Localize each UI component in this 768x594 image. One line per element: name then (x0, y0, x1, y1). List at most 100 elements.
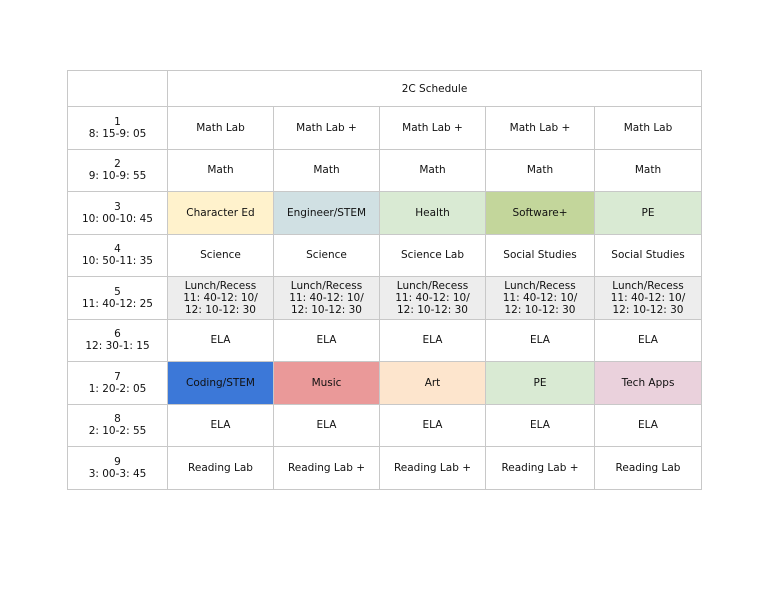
period-cell: 5 11: 40-12: 25 (67, 276, 168, 320)
cell-line: Lunch/Recess (612, 279, 684, 292)
period-number: 9 (114, 455, 121, 468)
period-cell: 9 3: 00-3: 45 (67, 446, 168, 490)
class-cell: Reading Lab + (485, 446, 595, 490)
class-label: ELA (638, 419, 658, 432)
period-time: 10: 00-10: 45 (82, 212, 153, 225)
cell-line: 11: 40-12: 10/ (610, 291, 686, 304)
class-label: ELA (210, 334, 231, 347)
class-label: Reading Lab (615, 461, 681, 474)
lunch-cell: Lunch/Recess 11: 40-12: 10/12: 10-12: 30 (594, 276, 702, 320)
period-cell: 1 8: 15-9: 05 (67, 106, 168, 150)
class-cell: ELA (273, 403, 380, 447)
schedule-row: 8 2: 10-2: 55 ELA ELA ELA ELA ELA (67, 403, 702, 447)
class-label: Math Lab + (296, 121, 357, 134)
schedule-title: 2C Schedule (167, 70, 702, 107)
class-cell: Math Lab (167, 106, 274, 150)
class-label: Reading Lab + (393, 461, 472, 474)
class-cell: Tech Apps (594, 361, 702, 405)
schedule-body: 2C Schedule 1 8: 15-9: 05 Math Lab Math Lab… (67, 70, 702, 490)
period-time: 10: 50-11: 35 (82, 255, 153, 268)
period-cell: 7 1: 20-2: 05 (67, 361, 168, 405)
schedule-row: 6 12: 30-1: 15 ELA ELA ELA ELA ELA (67, 318, 702, 362)
class-label: Health (415, 206, 450, 219)
schedule-row: 2 9: 10-9: 55 Math Math Math Math Math (67, 148, 702, 192)
schedule-row: 9 3: 00-3: 45 Reading Lab Reading Lab + Read… (67, 446, 702, 490)
class-label: Math (419, 164, 446, 177)
class-cell: Reading Lab (594, 446, 702, 490)
lunch-cell: Lunch/Recess 11: 40-12: 10/12: 10-12: 30 (273, 276, 380, 320)
class-label: Coding/STEM (186, 376, 255, 389)
period-time: 2: 10-2: 55 (88, 425, 147, 438)
period-number: 6 (114, 328, 121, 341)
class-cell: Character Ed (167, 191, 274, 235)
class-label: Engineer/STEM (286, 206, 367, 219)
cell-line: 12: 10-12: 30 (397, 303, 468, 316)
class-label: Math (313, 164, 340, 177)
class-cell: Math (485, 148, 595, 192)
cell-line: 11: 40-12: 10/ (289, 291, 364, 304)
cell-line: Lunch/Recess (290, 279, 363, 292)
class-cell: Reading Lab (167, 446, 274, 490)
period-time: 1: 20-2: 05 (88, 382, 147, 395)
period-number: 4 (114, 243, 121, 256)
class-cell: ELA (594, 403, 702, 447)
class-label: Math (634, 164, 662, 177)
period-number: 7 (114, 370, 121, 383)
class-cell: Reading Lab + (273, 446, 380, 490)
period-time: 11: 40-12: 25 (82, 297, 153, 310)
cell-line: 11: 40-12: 10/ (502, 291, 578, 304)
period-time: 9: 10-9: 55 (88, 170, 147, 183)
class-cell: Math Lab + (379, 106, 486, 150)
class-cell: Math (167, 148, 274, 192)
cell-line: 11: 40-12: 10/ (395, 291, 470, 304)
class-cell: Math Lab + (485, 106, 595, 150)
class-label: Art (424, 376, 441, 389)
class-label: Science (306, 249, 347, 262)
lunch-cell: Lunch/Recess 11: 40-12: 10/12: 10-12: 30 (167, 276, 274, 320)
period-time: 3: 00-3: 45 (88, 467, 147, 480)
class-label: PE (641, 206, 655, 219)
class-label: ELA (530, 334, 550, 347)
period-number: 1 (114, 115, 121, 128)
class-cell: PE (594, 191, 702, 235)
class-cell: ELA (167, 318, 274, 362)
period-cell: 4 10: 50-11: 35 (67, 233, 168, 277)
class-label: Science (200, 249, 241, 262)
class-cell: Science Lab (379, 233, 486, 277)
class-label: ELA (316, 419, 337, 432)
class-cell: Math (273, 148, 380, 192)
class-cell: ELA (379, 403, 486, 447)
class-label: Reading Lab + (287, 461, 366, 474)
cell-line: 12: 10-12: 30 (185, 303, 256, 316)
class-cell: Health (379, 191, 486, 235)
class-cell: ELA (379, 318, 486, 362)
lunch-cell: Lunch/Recess 11: 40-12: 10/12: 10-12: 30 (379, 276, 486, 320)
period-time: 8: 15-9: 05 (88, 127, 147, 140)
cell-line: Lunch/Recess (184, 279, 257, 292)
class-label: Math (207, 164, 234, 177)
class-label: Music (311, 376, 342, 389)
class-cell: Math Lab + (273, 106, 380, 150)
period-number: 8 (114, 413, 121, 426)
class-cell: PE (485, 361, 595, 405)
class-label: Math Lab (196, 121, 245, 134)
title-row: 2C Schedule (67, 70, 702, 107)
cell-line: Lunch/Recess (504, 279, 576, 292)
class-cell: ELA (485, 403, 595, 447)
class-cell: Social Studies (594, 233, 702, 277)
period-number: 2 (114, 158, 121, 171)
schedule-row: 1 8: 15-9: 05 Math Lab Math Lab + Math Lab +… (67, 106, 702, 150)
period-number: 5 (114, 285, 121, 298)
class-cell: ELA (594, 318, 702, 362)
class-label: Science Lab (401, 249, 464, 262)
schedule-row: 5 11: 40-12: 25 Lunch/Recess 11: 40-12: 10/… (67, 276, 702, 320)
class-cell: Social Studies (485, 233, 595, 277)
class-cell: Science (167, 233, 274, 277)
class-label: Reading Lab + (501, 461, 579, 474)
class-cell: ELA (485, 318, 595, 362)
class-label: Character Ed (186, 206, 255, 219)
class-cell: Software+ (485, 191, 595, 235)
period-time: 12: 30-1: 15 (85, 340, 150, 353)
class-label: Social Studies (503, 249, 577, 262)
schedule-table: 2C Schedule 1 8: 15-9: 05 Math Lab Math Lab… (67, 70, 702, 490)
